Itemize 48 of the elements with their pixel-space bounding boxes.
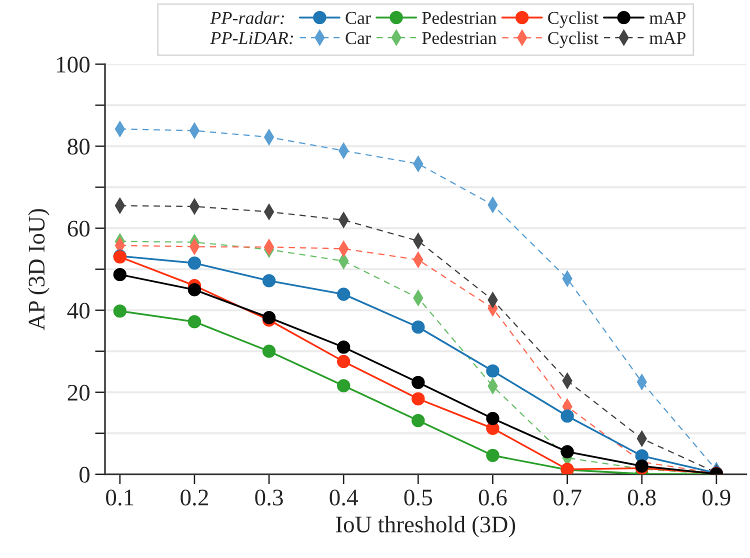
legend-label: Cyclist — [548, 11, 598, 28]
point — [337, 354, 350, 368]
x-tick-label: 0.9 — [702, 490, 730, 506]
y-tick-label: 20 — [68, 384, 90, 401]
text: PP-LiDAR: — [210, 32, 293, 44]
x-tick-label: 0.5 — [404, 490, 432, 506]
point — [262, 274, 276, 288]
x-tick-label: 0.4 — [330, 490, 358, 506]
point — [412, 414, 425, 428]
point — [262, 344, 276, 358]
legend-label: mAP — [649, 32, 686, 44]
y-tick-label: 100 — [57, 56, 90, 73]
legend-label: Car — [346, 32, 371, 44]
y-axis-title: AP (3D IoU) — [28, 209, 50, 330]
y-tick-label: 60 — [68, 220, 90, 237]
point — [412, 320, 425, 334]
point — [486, 448, 500, 462]
legend-label: mAP — [649, 12, 686, 24]
point — [188, 315, 202, 328]
point — [337, 379, 350, 392]
legend-label: Pedestrian — [422, 31, 497, 44]
point — [337, 340, 350, 354]
point — [337, 288, 350, 301]
point — [412, 392, 425, 406]
point — [188, 256, 202, 270]
point — [262, 311, 276, 324]
x-axis-title: IoU threshold (3D) — [336, 516, 516, 538]
point — [560, 409, 574, 423]
x-tick-label: 0.2 — [180, 490, 208, 506]
y-tick-label: 0 — [80, 466, 90, 483]
legend-label: Car — [346, 12, 371, 24]
point — [188, 283, 202, 296]
x-tick-label: 0.7 — [553, 490, 582, 506]
x-tick-label: 0.6 — [478, 490, 507, 506]
text: PP-radar: — [210, 11, 284, 24]
y-tick-label: 80 — [68, 138, 90, 155]
point — [412, 376, 425, 390]
point — [113, 268, 127, 282]
point — [560, 445, 574, 458]
point — [486, 364, 500, 378]
legend-label: Cyclist — [548, 31, 598, 48]
point — [486, 412, 500, 426]
y-tick-label: 40 — [67, 302, 90, 319]
point — [113, 304, 127, 318]
legend-label: Pedestrian — [422, 11, 497, 24]
x-tick-label: 0.1 — [106, 490, 134, 506]
x-tick-label: 0.3 — [255, 490, 283, 506]
x-tick-label: 0.8 — [628, 490, 656, 506]
